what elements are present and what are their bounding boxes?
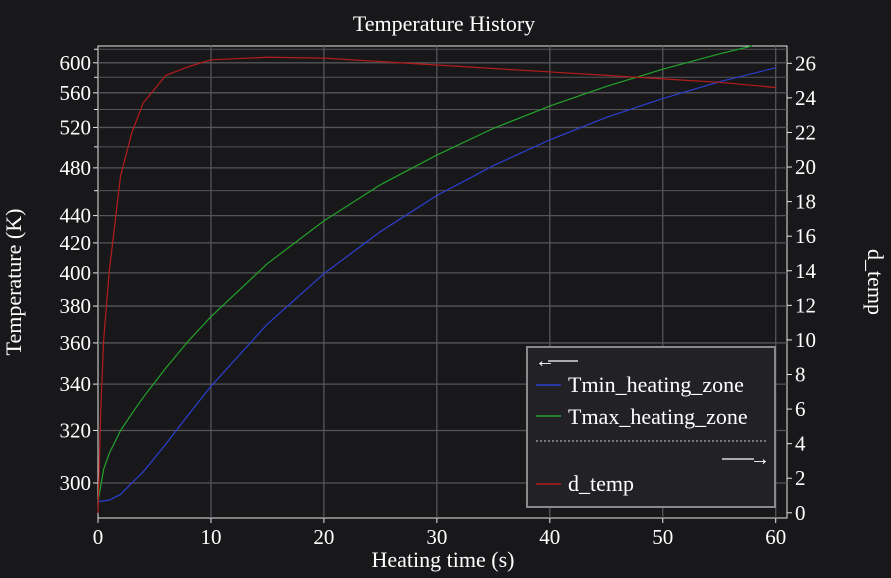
chart-title: Temperature History — [353, 11, 535, 36]
y-left-tick-label: 340 — [60, 372, 92, 396]
y-right-tick-label: 16 — [795, 224, 816, 248]
legend: ← Tmin_heating_zone Tmax_heating_zone → … — [526, 346, 776, 508]
y-right-tick-label: 10 — [795, 328, 816, 352]
right-y-axis-label: d_temp — [863, 249, 888, 315]
left-y-axis-label: Temperature (K) — [1, 209, 26, 356]
y-left-tick-label: 520 — [60, 115, 92, 139]
y-right-tick-label: 8 — [795, 362, 806, 386]
y-right-tick-label: 0 — [795, 501, 806, 525]
y-right-tick-label: 4 — [795, 432, 806, 456]
x-axis-label: Heating time (s) — [372, 547, 515, 572]
y-left-tick-label: 420 — [60, 231, 92, 255]
legend-entry-tmin: Tmin_heating_zone — [568, 372, 744, 397]
x-tick-label: 20 — [313, 525, 334, 549]
y-right-tick-label: 22 — [795, 120, 816, 144]
x-tick-label: 40 — [539, 525, 560, 549]
y-left-tick-label: 380 — [60, 294, 92, 318]
y-right-tick-label: 6 — [795, 397, 806, 421]
series-layer — [97, 45, 776, 513]
legend-entry-tmax: Tmax_heating_zone — [568, 404, 748, 429]
y-left-tick-label: 320 — [60, 418, 92, 442]
series-line-Tmax-heating-zone — [97, 45, 753, 502]
x-tick-label: 0 — [93, 525, 104, 549]
y-left-tick-label: 480 — [60, 156, 92, 180]
left-y-axis: 300 320 340 360 380 400 420 440 480 520 560 600 — [60, 48, 98, 495]
y-right-tick-label: 12 — [795, 293, 816, 317]
y-left-tick-label: 360 — [60, 331, 92, 355]
y-right-tick-label: 26 — [795, 51, 816, 75]
y-left-tick-label: 400 — [60, 261, 92, 285]
y-right-tick-label: 24 — [795, 86, 817, 110]
x-axis: 0 10 20 30 40 50 60 — [93, 518, 786, 549]
y-left-tick-label: 300 — [60, 471, 92, 495]
legend-entry-dtemp: d_temp — [568, 471, 634, 496]
legend-left-axis-arrow: ← — [535, 350, 555, 372]
series-line-Tmin-heating-zone — [97, 67, 776, 503]
y-left-tick-label: 440 — [60, 204, 92, 228]
y-left-tick-label: 600 — [60, 51, 92, 75]
y-right-tick-label: 2 — [795, 466, 806, 490]
x-tick-label: 60 — [765, 525, 786, 549]
legend-right-axis-arrow: → — [750, 448, 770, 470]
x-tick-label: 10 — [200, 525, 221, 549]
x-tick-label: 30 — [426, 525, 447, 549]
y-right-tick-label: 18 — [795, 190, 816, 214]
y-left-tick-label: 560 — [60, 81, 92, 105]
legend-box — [526, 346, 776, 508]
y-right-tick-label: 20 — [795, 155, 816, 179]
x-tick-label: 50 — [652, 525, 673, 549]
y-right-tick-label: 14 — [795, 259, 817, 283]
series-line-d-temp — [97, 56, 776, 513]
